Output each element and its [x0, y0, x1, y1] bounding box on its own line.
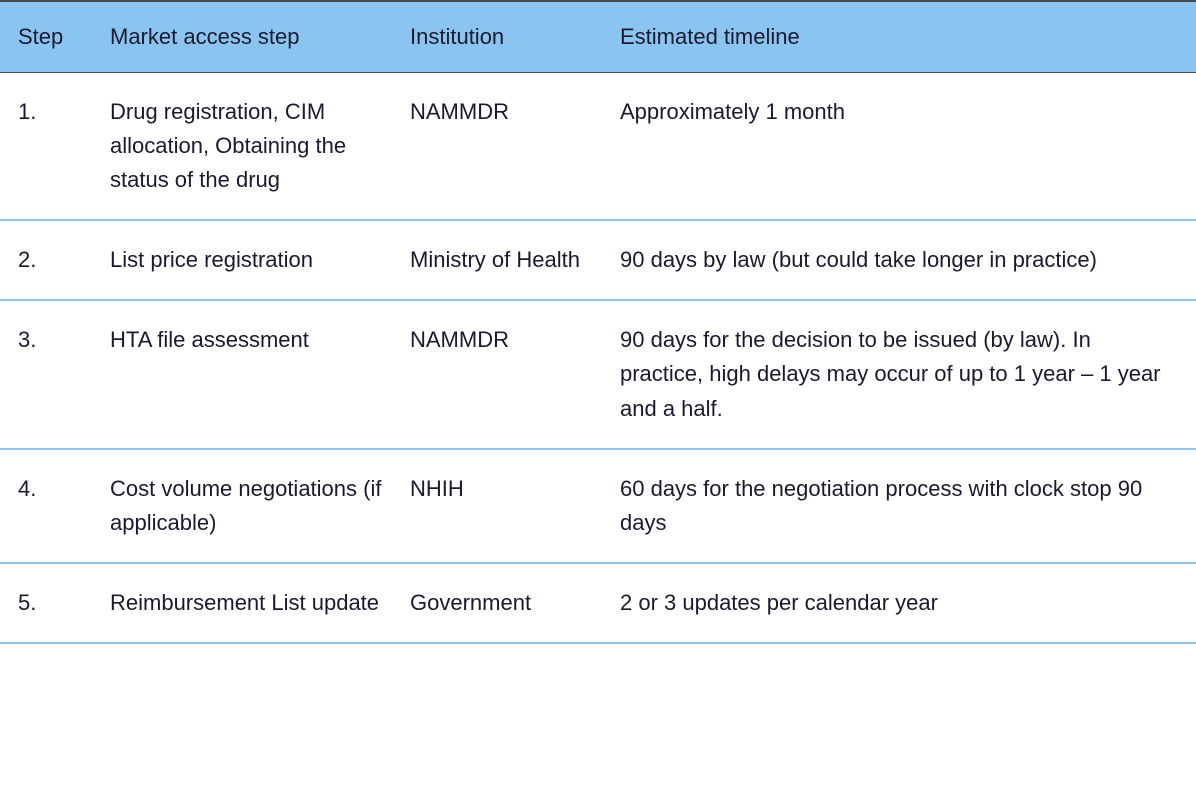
table-row: 4. Cost volume negotiations (if applicab…	[0, 449, 1196, 563]
col-header-step: Step	[0, 1, 110, 73]
cell-access: HTA file assessment	[110, 300, 410, 448]
cell-institution: Government	[410, 563, 620, 643]
cell-institution: NAMMDR	[410, 300, 620, 448]
market-access-table: Step Market access step Institution Esti…	[0, 0, 1196, 644]
table-header-row: Step Market access step Institution Esti…	[0, 1, 1196, 73]
cell-institution: NHIH	[410, 449, 620, 563]
cell-step: 1.	[0, 73, 110, 221]
cell-step: 4.	[0, 449, 110, 563]
cell-institution: NAMMDR	[410, 73, 620, 221]
cell-timeline: 60 days for the negotiation process with…	[620, 449, 1196, 563]
cell-step: 2.	[0, 220, 110, 300]
cell-access: List price registration	[110, 220, 410, 300]
cell-timeline: 90 days for the decision to be issued (b…	[620, 300, 1196, 448]
table-row: 5. Reimbursement List update Government …	[0, 563, 1196, 643]
table-row: 1. Drug registration, CIM allocation, Ob…	[0, 73, 1196, 221]
cell-access: Cost volume negotiations (if applicable)	[110, 449, 410, 563]
cell-institution: Ministry of Health	[410, 220, 620, 300]
cell-step: 5.	[0, 563, 110, 643]
table-row: 2. List price registration Ministry of H…	[0, 220, 1196, 300]
cell-timeline: 2 or 3 updates per calendar year	[620, 563, 1196, 643]
cell-timeline: 90 days by law (but could take longer in…	[620, 220, 1196, 300]
cell-access: Reimbursement List update	[110, 563, 410, 643]
cell-timeline: Approximately 1 month	[620, 73, 1196, 221]
table-row: 3. HTA file assessment NAMMDR 90 days fo…	[0, 300, 1196, 448]
col-header-access: Market access step	[110, 1, 410, 73]
cell-access: Drug registration, CIM allocation, Obtai…	[110, 73, 410, 221]
col-header-institution: Institution	[410, 1, 620, 73]
cell-step: 3.	[0, 300, 110, 448]
col-header-timeline: Estimated timeline	[620, 1, 1196, 73]
